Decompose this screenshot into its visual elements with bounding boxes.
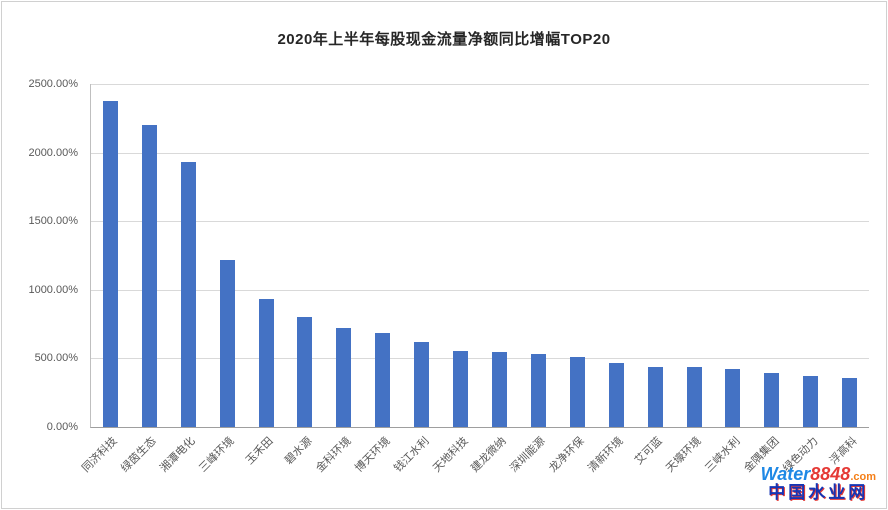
bar-slot [363,84,402,427]
y-tick-label: 1000.00% [28,283,78,296]
gridline [91,289,869,291]
x-tick-label: 钱江水利 [391,435,432,475]
bar-金科环境 [336,328,352,427]
bar-深圳能源 [530,354,546,427]
bar-清新环境 [608,363,624,427]
watermark-brand-suffix: .com [850,471,876,484]
x-tick-label: 艾可蓝 [632,435,665,467]
x-tick-label: 金科环境 [313,435,354,475]
x-tick-label: 天壕环境 [663,435,704,475]
bar-三峡水利 [725,368,741,427]
bar-slot [480,84,519,427]
bar-slot [791,84,830,427]
bar-建龙微纳 [492,351,508,427]
bar-slot [830,84,869,427]
bar-博天环境 [375,333,391,427]
bar-slot [130,84,169,427]
x-tick-label: 三峰环境 [197,435,237,475]
bar-slot [208,84,247,427]
bar-slot [752,84,791,427]
bar-天壕环境 [686,367,702,427]
bar-slot [675,84,714,427]
bar-slot [91,84,130,427]
y-tick-label: 2500.00% [28,78,78,90]
watermark-brand-prefix: Water [760,464,811,485]
y-axis: 0.00% 500.00% 1000.00% 1500.00% 2000.00% 2500… [2,78,84,433]
bars [91,84,869,427]
x-tick-label: 清新环境 [586,435,626,475]
x-tick-label: 建龙微纳 [469,435,510,475]
bar-龙净环保 [569,357,585,427]
bar-slot [169,84,208,427]
x-tick-label: 三峡水利 [702,435,743,475]
bar-绿色动力 [803,376,819,427]
plot-area [90,84,869,428]
bar-slot [636,84,675,427]
watermark: Water8848.com 中国水业网 [761,465,876,502]
x-tick-label: 龙净环保 [547,435,587,475]
bar-slot [324,84,363,427]
x-tick-label: 浮高科 [827,435,860,467]
bar-slot [558,84,597,427]
bar-slot [714,84,753,427]
x-tick-label: 深圳能源 [508,435,548,475]
bar-slot [402,84,441,427]
bar-天地科技 [453,350,469,427]
gridline [91,358,869,360]
bar-同济科技 [102,101,118,427]
y-tick-label: 0.00% [46,421,78,433]
x-tick-label: 博天环境 [352,435,393,475]
bar-三峰环境 [219,259,235,427]
x-axis-labels: 同济科技 绿茵生态 湘潭电化 三峰环境 玉禾田 碧水源 金科环境 博天环境 钱江水利 天地科技 建龙… [80,429,868,507]
chart-title: 2020年上半年每股现金流量净额同比增幅TOP20 [277,31,611,48]
bar-金隅集团 [764,372,780,427]
y-tick-label: 2000.00% [28,146,78,159]
bar-slot [247,84,286,427]
x-tick-label: 湘潭电化 [158,435,198,475]
bar-湘潭电化 [180,162,196,427]
x-tick-label: 玉禾田 [243,435,276,467]
bar-slot [441,84,480,427]
y-tick-label: 500.00% [34,352,78,365]
bar-碧水源 [297,317,313,427]
bar-slot [519,84,558,427]
x-tick-label: 同济科技 [80,435,121,475]
bar-浮高科 [842,377,858,427]
watermark-brand-number: 8848 [810,464,851,485]
bar-绿茵生态 [141,125,157,427]
bar-slot [286,84,325,427]
x-tick-label: 绿茵生态 [119,435,159,475]
y-tick-label: 1500.00% [28,215,78,228]
watermark-brand: Water8848.com [761,465,876,484]
bar-钱江水利 [414,341,430,427]
bar-slot [597,84,636,427]
bar-玉禾田 [258,299,274,427]
x-tick-label: 碧水源 [282,435,315,467]
gridline [91,152,869,154]
bar-艾可蓝 [647,366,663,427]
gridline [91,84,869,85]
gridline [91,221,869,223]
x-tick-label: 天地科技 [430,435,471,475]
watermark-site-name: 中国水业网 [768,483,869,503]
